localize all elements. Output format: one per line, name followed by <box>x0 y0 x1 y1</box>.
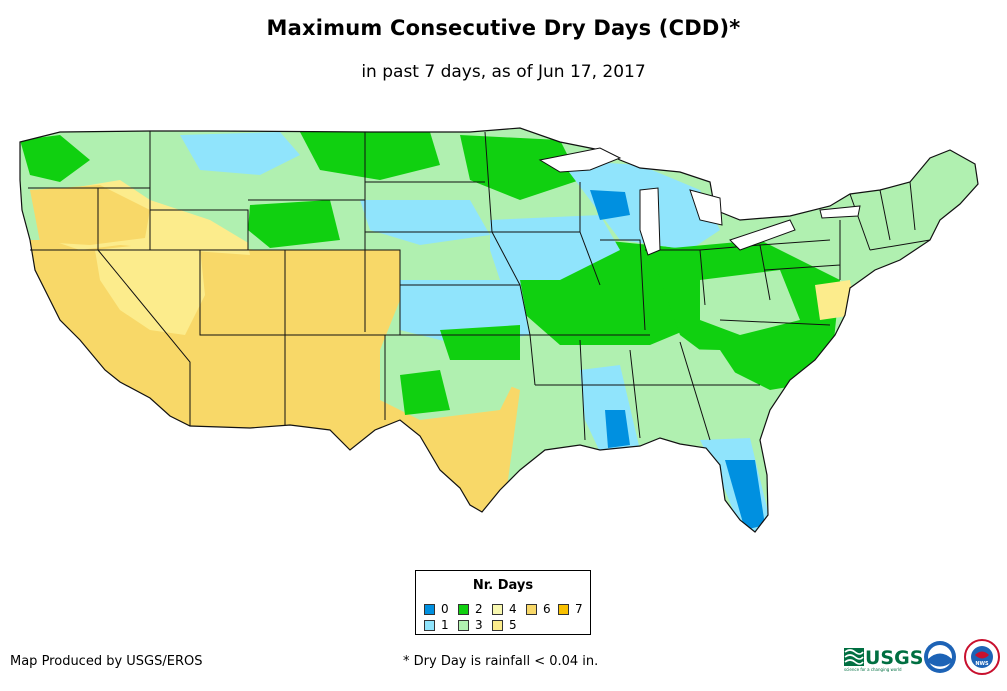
region-upper-midwest-blue <box>490 215 620 280</box>
us-cdd-map <box>0 120 1007 540</box>
us-map-svg <box>19 127 979 533</box>
legend-label-3: 3 <box>475 618 483 632</box>
region-louisiana-dark <box>605 410 630 448</box>
lake-michigan <box>639 187 661 256</box>
border-midwest <box>484 131 706 386</box>
logos-svg: USGS science for a changing world noaa N… <box>844 639 1000 675</box>
cdd-region-fills <box>20 130 978 532</box>
legend-item-1: 1 <box>424 619 449 632</box>
lake-ontario <box>819 205 861 219</box>
legend-item-6: 6 <box>526 603 551 616</box>
region-florida-dark <box>725 460 765 530</box>
state-borders <box>19 127 979 533</box>
legend-label-7: 7 <box>575 602 583 616</box>
usgs-tagline: science for a changing world <box>844 667 902 672</box>
legend-label-4: 4 <box>509 602 517 616</box>
country-outline <box>19 127 979 533</box>
producer-credit: Map Produced by USGS/EROS <box>10 654 203 669</box>
region-wisconsin-dark <box>590 190 630 220</box>
border-east <box>699 220 841 326</box>
lake-superior <box>538 147 622 173</box>
region-wa-green <box>20 135 90 182</box>
border-northeast <box>849 181 931 251</box>
legend-item-7: 7 <box>558 603 583 616</box>
region-pacific-nw <box>30 185 150 245</box>
region-mid-atlantic-yellow <box>815 280 855 320</box>
legend-item-5: 5 <box>492 619 517 632</box>
region-montana-blue <box>180 132 300 175</box>
legend-swatch-6 <box>526 604 537 615</box>
region-north-green-2 <box>248 200 340 248</box>
legend-title: Nr. Days <box>472 578 534 593</box>
noaa-logo: noaa <box>924 641 956 673</box>
region-ok-green <box>440 325 520 360</box>
legend-item-2: 2 <box>458 603 483 616</box>
legend-label-1: 1 <box>441 618 449 632</box>
noaa-wordmark: noaa <box>933 654 947 660</box>
lake-huron <box>689 189 723 226</box>
map-subtitle: in past 7 days, as of Jun 17, 2017 <box>361 62 646 82</box>
legend-item-3: 3 <box>458 619 483 632</box>
nws-wordmark: NWS <box>975 661 989 667</box>
region-nd-blue <box>360 200 490 245</box>
great-lakes <box>538 147 861 256</box>
legend-swatch-7 <box>558 604 569 615</box>
legend-swatch-2 <box>458 604 469 615</box>
legend-item-0: 0 <box>424 603 449 616</box>
usgs-logo: USGS science for a changing world <box>844 647 923 672</box>
legend-swatch-0 <box>424 604 435 615</box>
legend-swatch-1 <box>424 620 435 631</box>
usgs-wordmark: USGS <box>865 647 923 669</box>
legend-swatch-5 <box>492 620 503 631</box>
legend-label-0: 0 <box>441 602 449 616</box>
legend-label-2: 2 <box>475 602 483 616</box>
border-south <box>520 334 760 441</box>
map-title: Maximum Consecutive Dry Days (CDD)* <box>266 16 741 40</box>
border-plains <box>364 132 530 336</box>
agency-logos: USGS science for a changing world noaa N… <box>842 638 1002 678</box>
legend-swatch-4 <box>492 604 503 615</box>
nws-logo: NWS <box>964 639 1000 675</box>
region-north-green-1 <box>300 132 440 180</box>
region-great-basin <box>95 245 205 335</box>
region-appalachian-light <box>700 270 800 335</box>
legend-label-6: 6 <box>543 602 551 616</box>
dry-day-footnote: * Dry Day is rainfall < 0.04 in. <box>403 654 599 669</box>
lake-erie <box>729 219 796 251</box>
region-west-texas-green <box>400 370 450 415</box>
legend-box: Nr. Days 0 1 2 3 4 5 6 7 <box>415 570 591 635</box>
legend-label-5: 5 <box>509 618 517 632</box>
legend-swatch-3 <box>458 620 469 631</box>
region-north-green-3 <box>460 135 580 200</box>
region-southeast-light <box>520 345 760 450</box>
border-west-1 <box>28 131 200 426</box>
legend-item-4: 4 <box>492 603 517 616</box>
